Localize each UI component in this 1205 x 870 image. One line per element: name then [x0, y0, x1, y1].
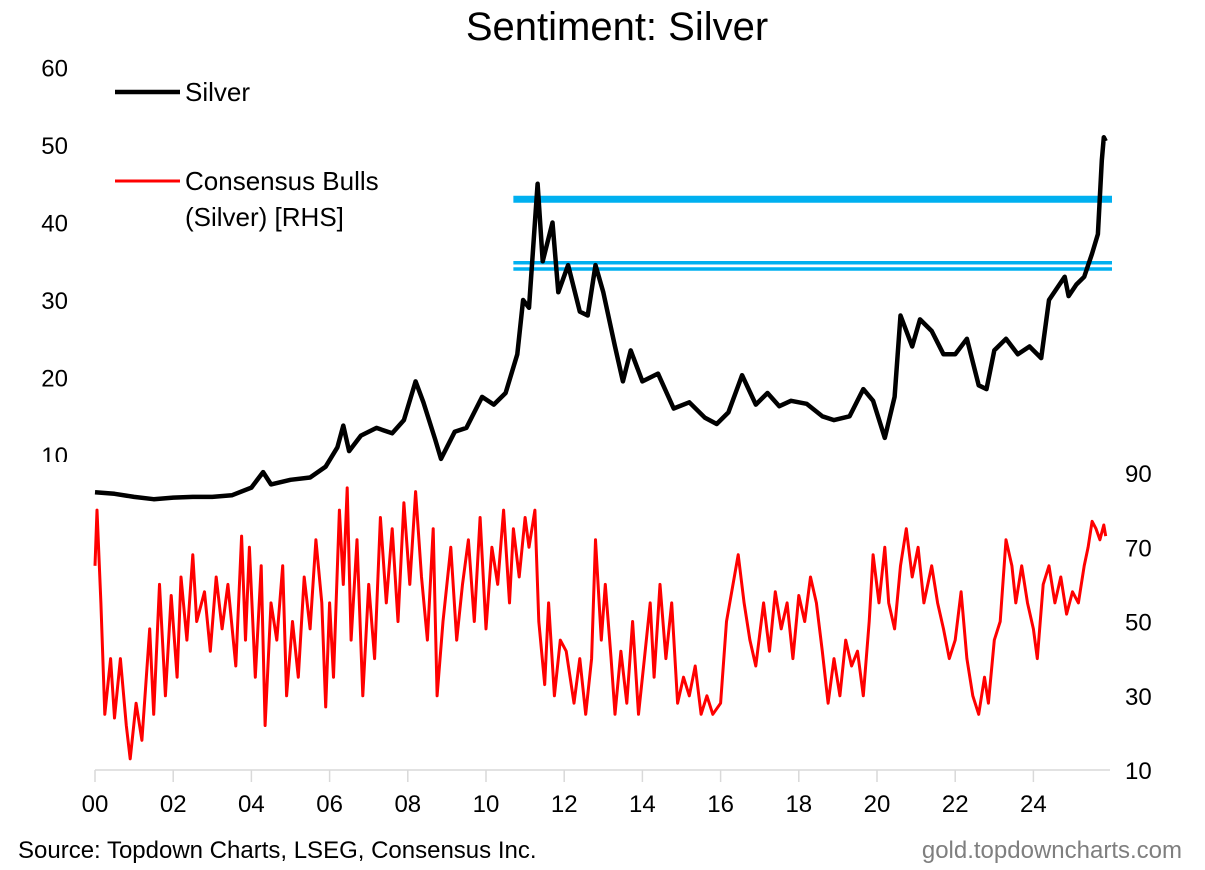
legend-label-bulls-line2: (Silver) [RHS]	[185, 202, 344, 232]
right-tick-label: 50	[1125, 610, 1152, 637]
left-tick-label: 20	[41, 366, 68, 393]
chart-title: Sentiment: Silver	[466, 5, 768, 49]
legend-label-silver: Silver	[185, 77, 250, 107]
x-tick-label: 06	[316, 791, 343, 818]
x-tick-label: 04	[238, 791, 265, 818]
x-axis: 00 02 04 06 08 10 12 14 16 18 20 22 24	[82, 770, 1047, 818]
right-tick-label: 30	[1125, 684, 1152, 711]
source-note: Source: Topdown Charts, LSEG, Consensus …	[18, 837, 537, 864]
legend-label-bulls-line1: Consensus Bulls	[185, 166, 379, 196]
x-tick-label: 10	[473, 791, 500, 818]
watermark-url: gold.topdowncharts.com	[922, 837, 1182, 864]
x-tick-label: 18	[785, 791, 812, 818]
x-tick-label: 20	[864, 791, 891, 818]
right-axis: 90 70 50 30 10	[1125, 461, 1152, 785]
silver-series-line	[94, 135, 1108, 502]
left-tick-label: 50	[41, 133, 68, 160]
x-tick-label: 00	[82, 791, 109, 818]
right-tick-label: 70	[1125, 535, 1152, 562]
x-tick-label: 22	[942, 791, 969, 818]
left-tick-label: 10	[41, 443, 68, 470]
left-tick-label: 60	[41, 56, 68, 83]
consensus-bulls-series-line	[93, 486, 1108, 761]
left-axis: 60 50 40 30 20 10	[41, 56, 68, 470]
x-tick-label: 14	[629, 791, 656, 818]
right-tick-label: 90	[1125, 461, 1152, 488]
x-tick-label: 16	[707, 791, 734, 818]
horizontal-levels	[513, 195, 1112, 271]
right-tick-label: 10	[1125, 758, 1152, 785]
x-tick-label: 02	[160, 791, 187, 818]
left-tick-label: 40	[41, 211, 68, 238]
legend: Silver Consensus Bulls (Silver) [RHS]	[115, 77, 379, 232]
x-tick-label: 24	[1020, 791, 1047, 818]
x-tick-label: 12	[551, 791, 578, 818]
left-tick-label: 30	[41, 288, 68, 315]
x-tick-label: 08	[394, 791, 421, 818]
